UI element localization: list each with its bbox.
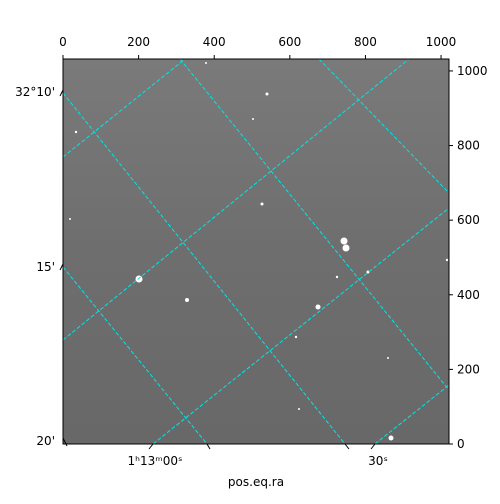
x-tick-label: 400 (203, 35, 226, 49)
ra-label: 30ˢ (368, 454, 388, 468)
stars (69, 62, 449, 441)
sky-image (63, 59, 449, 444)
y-tick-label: 800 (457, 139, 480, 153)
dec-label: 15' (36, 260, 55, 274)
y-tick-label: 400 (457, 288, 480, 302)
y-tick-label: 0 (457, 437, 465, 451)
y-tick-label: 1000 (457, 64, 488, 78)
x-tick-label: 0 (59, 35, 67, 49)
x-tick-label: 200 (127, 35, 150, 49)
x-axis-label: pos.eq.ra (228, 475, 284, 489)
frame (62, 58, 450, 445)
coordinate-grid (63, 59, 449, 444)
x-tick-label: 1000 (426, 35, 457, 49)
y-tick-label: 200 (457, 362, 480, 376)
world-ticks (59, 89, 376, 450)
dec-label: 32°10' (15, 85, 55, 99)
x-tick-label: 600 (278, 35, 301, 49)
x-tick-label: 800 (354, 35, 377, 49)
ra-label: 1ʰ13ᵐ00ˢ (128, 454, 183, 468)
y-tick-label: 600 (457, 213, 480, 227)
dec-label: 20' (36, 434, 55, 448)
